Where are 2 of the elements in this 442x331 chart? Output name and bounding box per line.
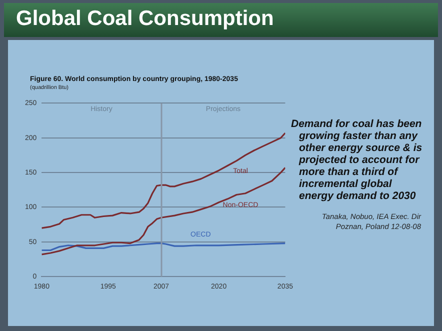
text: Demand for coal has been growing faster than any other energy source & is projected to account for more than a third of incremental global energy demand to 2030 bbox=[291, 118, 424, 202]
chart-title: Global Coal Consumption bbox=[16, 7, 274, 31]
